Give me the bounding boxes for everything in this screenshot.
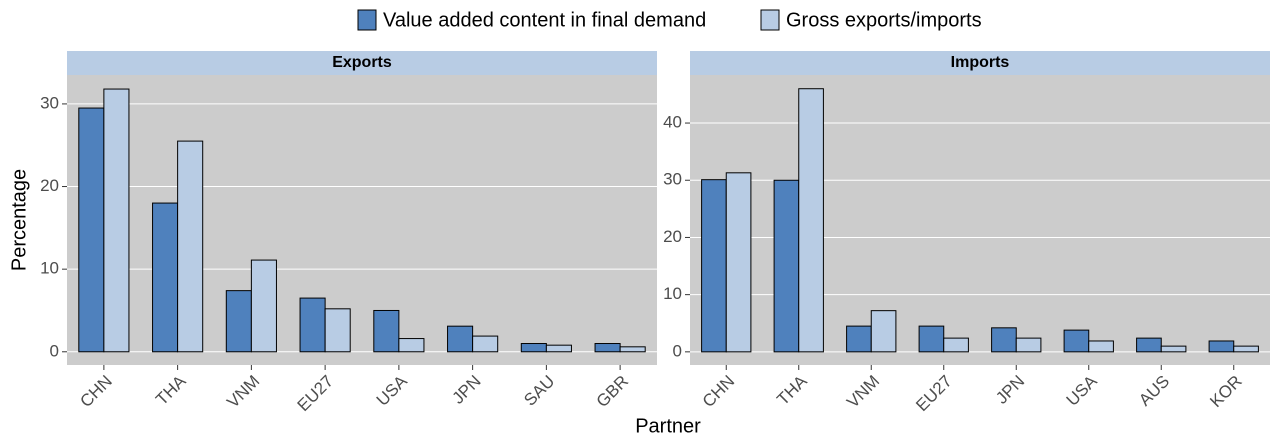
bar: [398, 338, 425, 353]
y-tick-label: 10: [663, 284, 682, 303]
legend-swatch: [760, 9, 780, 31]
bar: [78, 107, 105, 353]
x-tick-label: EU27: [912, 372, 956, 416]
bar: [1208, 340, 1235, 353]
panel-title: Exports: [332, 54, 392, 71]
bar: [373, 309, 400, 353]
bar: [103, 88, 130, 353]
bar: [152, 202, 179, 353]
bar: [725, 172, 752, 353]
y-axis-title: Percentage: [8, 169, 30, 271]
bar: [1015, 337, 1042, 353]
bar: [1233, 345, 1259, 353]
bar: [1136, 337, 1162, 353]
y-tick-label: 30: [40, 93, 59, 112]
x-tick-label: GBR: [593, 372, 632, 411]
legend-label: Gross exports/imports: [786, 9, 982, 31]
bar: [1088, 340, 1114, 353]
y-tick-label: 0: [673, 341, 682, 360]
bar: [943, 337, 969, 353]
bar: [545, 344, 572, 353]
bar: [594, 343, 621, 353]
bar: [225, 290, 252, 353]
y-tick-label: 0: [50, 341, 59, 360]
y-tick-label: 20: [663, 227, 682, 246]
strip: [690, 51, 1270, 75]
bar: [918, 325, 945, 353]
legend-label: Value added content in final demand: [383, 9, 706, 31]
strip: [67, 51, 657, 75]
y-tick-label: 30: [663, 170, 682, 189]
x-tick-label: JPN: [992, 372, 1028, 408]
bar: [472, 335, 499, 353]
bar: [324, 308, 351, 353]
x-tick-label: USA: [373, 371, 412, 410]
bar: [846, 325, 872, 353]
bar: [447, 325, 474, 353]
x-tick-label: KOR: [1206, 372, 1245, 411]
bar: [1160, 345, 1187, 353]
x-tick-label: THA: [773, 371, 811, 409]
x-tick-label: AUS: [1135, 372, 1173, 410]
bar: [250, 259, 277, 353]
x-tick-label: VNM: [223, 372, 263, 412]
bar: [299, 297, 326, 353]
y-tick-label: 20: [40, 176, 59, 195]
bar: [619, 346, 646, 353]
x-tick-label: SAU: [520, 372, 558, 410]
bar: [798, 88, 824, 353]
x-tick-label: JPN: [448, 372, 484, 408]
y-tick-label: 10: [40, 259, 59, 278]
bar: [1063, 329, 1090, 353]
x-tick-label: THA: [152, 371, 190, 409]
bar: [701, 179, 727, 353]
panel-title: Imports: [951, 54, 1010, 71]
bar: [177, 140, 204, 353]
legend-swatch: [357, 9, 377, 31]
bar: [870, 310, 897, 353]
x-tick-label: CHN: [699, 372, 738, 411]
x-tick-label: VNM: [843, 372, 883, 412]
bar: [991, 327, 1017, 353]
x-tick-label: CHN: [76, 372, 115, 411]
x-axis-title: Partner: [635, 415, 701, 437]
x-tick-label: EU27: [294, 372, 338, 416]
x-tick-label: USA: [1063, 371, 1102, 410]
bar: [773, 179, 800, 353]
y-tick-label: 40: [663, 113, 682, 132]
bar: [520, 343, 547, 353]
